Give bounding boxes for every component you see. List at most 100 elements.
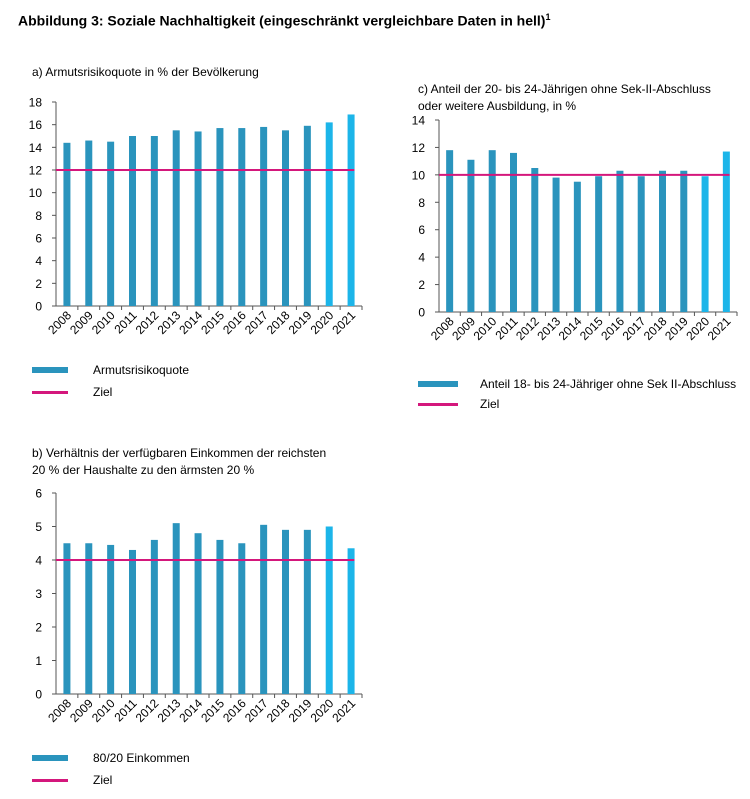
bar-2016 bbox=[238, 543, 246, 694]
legend-swatch-bar bbox=[418, 381, 458, 387]
bar-2011 bbox=[510, 152, 517, 312]
y-tick-label: 14 bbox=[29, 141, 43, 155]
x-tick-label-2016: 2016 bbox=[220, 308, 249, 337]
bar-2014 bbox=[194, 131, 202, 306]
bar-2020 bbox=[325, 122, 333, 307]
legend-swatch-target bbox=[32, 390, 68, 394]
bar-2020 bbox=[325, 526, 333, 694]
subtitle-c: c) Anteil der 20- bis 24-Jährigen ohne S… bbox=[418, 81, 711, 115]
bar-2011 bbox=[129, 136, 136, 306]
legend-b-label-target: Ziel bbox=[93, 773, 113, 787]
bar-2010 bbox=[107, 141, 115, 306]
bar-2013 bbox=[552, 177, 560, 312]
legend-b-label-bars: 80/20 Einkommen bbox=[93, 751, 190, 765]
x-tick-label-2011: 2011 bbox=[111, 696, 139, 724]
y-tick-label: 8 bbox=[35, 209, 42, 223]
legend-swatch-bar bbox=[32, 367, 68, 373]
x-tick-label-2016: 2016 bbox=[220, 696, 249, 725]
y-tick-label: 4 bbox=[418, 251, 425, 265]
x-tick-label-2008: 2008 bbox=[45, 696, 74, 725]
bar-2021 bbox=[347, 548, 355, 694]
figure-title: Abbildung 3: Soziale Nachhaltigkeit (ein… bbox=[18, 12, 550, 29]
bar-2012 bbox=[150, 539, 158, 694]
bar-2010 bbox=[107, 544, 115, 694]
bar-2009 bbox=[85, 543, 93, 694]
y-tick-label: 0 bbox=[35, 300, 42, 314]
x-tick-label-2017: 2017 bbox=[242, 696, 271, 725]
bar-2015 bbox=[595, 176, 603, 312]
subtitle-c-line-1: c) Anteil der 20- bis 24-Jährigen ohne S… bbox=[418, 82, 711, 96]
x-tick-label-2014: 2014 bbox=[176, 696, 205, 725]
legend-a-label-bars: Armutsrisikoquote bbox=[93, 363, 190, 377]
chart-c: 0246810121420082009201020112012201320142… bbox=[412, 114, 738, 343]
bar-2015 bbox=[216, 539, 224, 694]
bar-2008 bbox=[446, 150, 454, 312]
x-tick-label-2015: 2015 bbox=[198, 308, 227, 337]
x-tick-label-2009: 2009 bbox=[67, 696, 96, 725]
y-tick-label: 4 bbox=[35, 554, 42, 568]
bar-2017 bbox=[260, 524, 268, 694]
bar-2014 bbox=[194, 533, 202, 694]
bar-2018 bbox=[659, 170, 666, 312]
y-tick-label: 16 bbox=[29, 118, 43, 132]
y-tick-label: 18 bbox=[29, 96, 43, 110]
subtitle-b-line-2: 20 % der Haushalte zu den ärmsten 20 % bbox=[32, 463, 255, 477]
subtitle-a: a) Armutsrisikoquote in % der Bevölkerun… bbox=[32, 64, 259, 81]
bar-2008 bbox=[63, 543, 71, 694]
legend-swatch-target bbox=[418, 402, 458, 406]
x-tick-label-2012: 2012 bbox=[133, 308, 162, 337]
x-tick-label-2011: 2011 bbox=[492, 314, 520, 342]
y-tick-label: 12 bbox=[412, 141, 426, 155]
y-tick-label: 10 bbox=[29, 186, 43, 200]
legend-c-label-bars: Anteil 18- bis 24-Jähriger ohne Sek II-A… bbox=[480, 377, 737, 391]
subtitle-b: b) Verhältnis der verfügbaren Einkommen … bbox=[32, 445, 326, 479]
bar-2016 bbox=[616, 170, 624, 312]
x-tick-label-2021: 2021 bbox=[705, 314, 734, 343]
figure-title-text: Abbildung 3: Soziale Nachhaltigkeit (ein… bbox=[18, 12, 546, 29]
x-tick-label-2020: 2020 bbox=[308, 308, 337, 337]
subtitle-b-line-1: b) Verhältnis der verfügbaren Einkommen … bbox=[32, 446, 327, 460]
y-tick-label: 14 bbox=[412, 114, 426, 128]
bar-2019 bbox=[303, 125, 311, 306]
y-tick-label: 12 bbox=[29, 164, 43, 178]
bar-2009 bbox=[467, 159, 475, 312]
bar-2013 bbox=[172, 130, 180, 306]
bar-2019 bbox=[680, 170, 688, 312]
bar-2012 bbox=[150, 136, 158, 306]
bar-2018 bbox=[282, 529, 289, 694]
y-tick-label: 3 bbox=[35, 587, 42, 601]
x-tick-label-2019: 2019 bbox=[286, 696, 315, 725]
bar-2011 bbox=[129, 549, 136, 694]
x-tick-label-2021: 2021 bbox=[329, 308, 358, 337]
bar-2018 bbox=[282, 130, 289, 306]
subtitle-c-line-2: oder weitere Ausbildung, in % bbox=[418, 99, 577, 113]
bar-2020 bbox=[701, 176, 709, 312]
bar-2019 bbox=[303, 529, 311, 694]
y-tick-label: 10 bbox=[412, 168, 426, 182]
x-tick-label-2013: 2013 bbox=[155, 696, 184, 725]
y-tick-label: 6 bbox=[35, 232, 42, 246]
x-tick-label-2010: 2010 bbox=[89, 308, 118, 337]
x-tick-label-2014: 2014 bbox=[176, 308, 205, 337]
bar-2010 bbox=[488, 150, 496, 312]
x-tick-label-2021: 2021 bbox=[329, 696, 358, 725]
y-tick-label: 6 bbox=[418, 223, 425, 237]
bar-2021 bbox=[347, 114, 355, 306]
bar-2015 bbox=[216, 128, 224, 306]
x-tick-label-2011: 2011 bbox=[111, 308, 139, 336]
bar-2016 bbox=[238, 128, 246, 306]
y-tick-label: 0 bbox=[418, 306, 425, 320]
x-tick-label-2018: 2018 bbox=[264, 308, 293, 337]
y-tick-label: 2 bbox=[35, 621, 42, 635]
y-tick-label: 5 bbox=[35, 520, 42, 534]
y-tick-label: 2 bbox=[35, 277, 42, 291]
chart-a: 0246810121416182008200920102011201220132… bbox=[29, 96, 363, 337]
chart-b: 0123456200820092010201120122013201420152… bbox=[35, 487, 363, 725]
x-tick-label-2010: 2010 bbox=[89, 696, 118, 725]
x-tick-label-2013: 2013 bbox=[155, 308, 184, 337]
y-tick-label: 8 bbox=[418, 196, 425, 210]
y-tick-label: 6 bbox=[35, 487, 42, 501]
x-tick-label-2008: 2008 bbox=[45, 308, 74, 337]
x-tick-label-2019: 2019 bbox=[286, 308, 315, 337]
y-tick-label: 4 bbox=[35, 254, 42, 268]
